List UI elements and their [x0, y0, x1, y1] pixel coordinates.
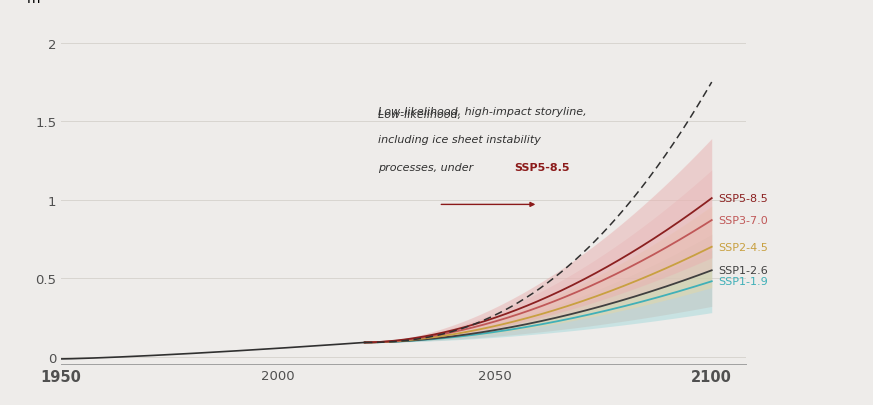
Text: SSP5-8.5: SSP5-8.5: [718, 194, 768, 204]
Text: SSP1-1.9: SSP1-1.9: [718, 277, 768, 287]
Text: SSP1-2.6: SSP1-2.6: [718, 266, 768, 275]
Text: processes, under: processes, under: [378, 163, 477, 173]
Text: SSP5-8.5: SSP5-8.5: [514, 163, 570, 173]
Text: including ice sheet instability: including ice sheet instability: [378, 134, 540, 145]
Text: Low-likelihood,: Low-likelihood,: [378, 109, 464, 119]
Text: Low-likelihood, high-impact storyline,: Low-likelihood, high-impact storyline,: [378, 106, 587, 116]
Text: SSP3-7.0: SSP3-7.0: [718, 215, 768, 226]
Text: SSP2-4.5: SSP2-4.5: [718, 242, 768, 252]
Text: m: m: [27, 0, 40, 6]
